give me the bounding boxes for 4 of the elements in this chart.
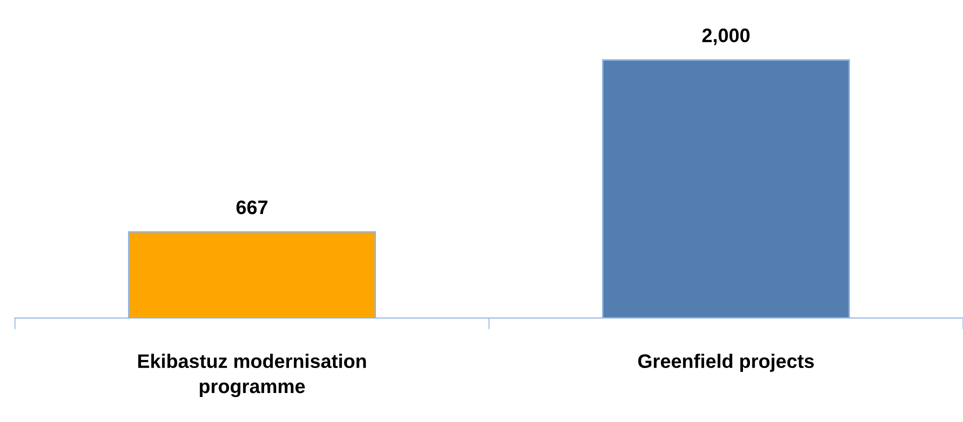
data-label: 667 (236, 200, 268, 214)
x-tick-label: Ekibastuz modernisation programme (138, 354, 366, 398)
x-tick-label: Greenfield projects (638, 354, 814, 372)
data-label: 2,000 (702, 28, 750, 46)
